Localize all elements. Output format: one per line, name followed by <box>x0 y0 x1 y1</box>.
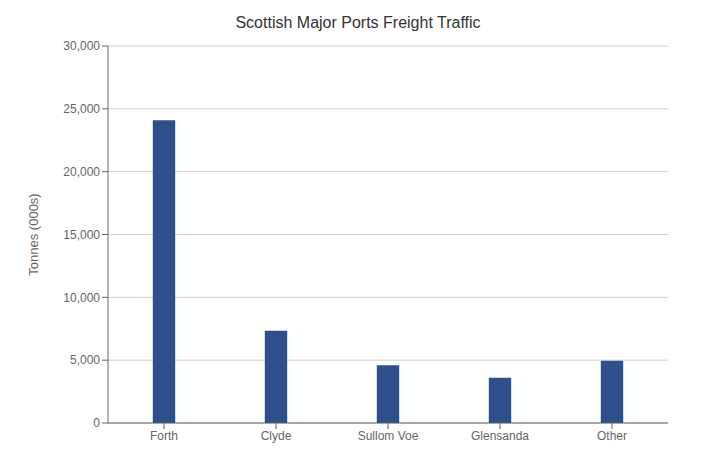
svg-text:Clyde: Clyde <box>261 429 292 443</box>
svg-text:Forth: Forth <box>150 429 178 443</box>
svg-text:5,000: 5,000 <box>70 353 100 367</box>
svg-text:30,000: 30,000 <box>63 39 100 53</box>
svg-text:0: 0 <box>93 416 100 430</box>
svg-text:25,000: 25,000 <box>63 102 100 116</box>
svg-text:10,000: 10,000 <box>63 291 100 305</box>
svg-text:15,000: 15,000 <box>63 228 100 242</box>
svg-text:Tonnes (000s): Tonnes (000s) <box>26 193 41 275</box>
svg-text:Other: Other <box>597 429 627 443</box>
svg-text:Glensanda: Glensanda <box>471 429 529 443</box>
svg-text:Sullom Voe: Sullom Voe <box>358 429 419 443</box>
svg-text:20,000: 20,000 <box>63 165 100 179</box>
html-text:Scottish Major Ports Freight T: Scottish Major Ports Freight Traffic <box>235 14 481 31</box>
